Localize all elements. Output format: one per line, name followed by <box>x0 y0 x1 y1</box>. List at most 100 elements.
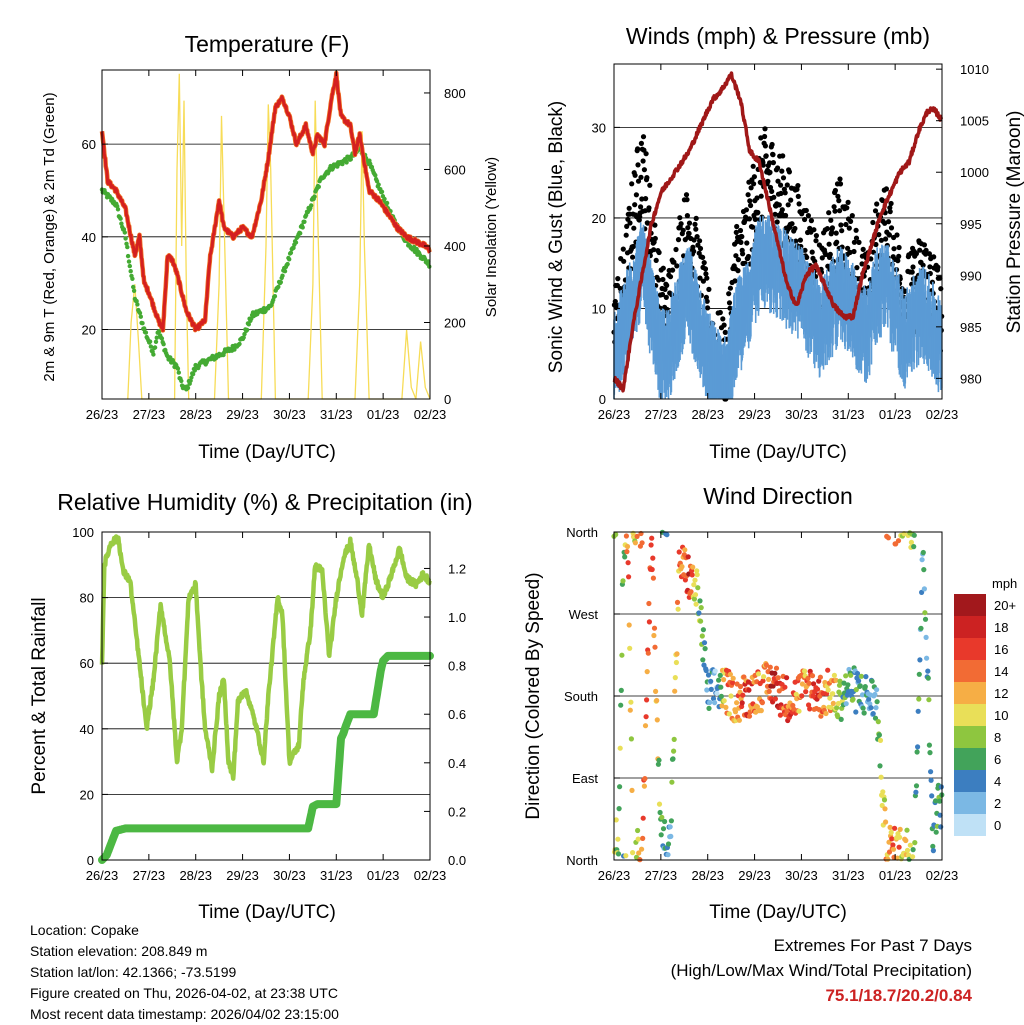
wind-direction-point <box>843 673 849 679</box>
wind-direction-point <box>648 542 654 548</box>
dewpoint-point <box>176 370 181 375</box>
gust-point <box>804 254 810 260</box>
gust-point <box>824 226 831 232</box>
legend-swatch <box>954 660 986 682</box>
legend-label: 6 <box>994 752 1001 767</box>
wind-direction-point <box>728 693 734 699</box>
legend-title: mph <box>992 576 1017 591</box>
legend-label: 12 <box>994 686 1008 701</box>
gust-point <box>685 225 691 231</box>
wind-direction-point <box>655 761 662 767</box>
wind-direction-point <box>890 842 896 848</box>
wind-direction-point <box>682 547 688 553</box>
gust-point <box>735 257 742 263</box>
wind-direction-point <box>689 572 695 578</box>
wind-direction-point <box>825 667 831 673</box>
wind-direction-point <box>718 684 724 690</box>
gust-point <box>705 305 711 311</box>
gust-point <box>886 232 893 238</box>
temperature-x-axis-label: Time (Day/UTC) <box>198 442 336 463</box>
gust-point <box>843 221 849 228</box>
wind-direction-point <box>730 675 736 682</box>
gust-point <box>872 208 879 214</box>
gust-point <box>752 216 758 222</box>
dewpoint-point <box>161 342 166 347</box>
gust-point <box>647 182 653 188</box>
gust-point <box>630 243 637 250</box>
gust-point <box>684 197 690 203</box>
legend-swatch <box>954 770 986 792</box>
wind-direction-point <box>732 709 739 715</box>
gust-point <box>770 160 777 166</box>
dewpoint-point <box>130 276 135 281</box>
wind-direction-point <box>674 651 680 657</box>
wind-direction-point <box>892 825 898 831</box>
wind-direction-point <box>861 710 867 716</box>
legend-label: 4 <box>994 774 1001 789</box>
gust-point <box>895 258 901 264</box>
wind-direction-point <box>692 592 699 598</box>
dewpoint-point <box>344 160 349 165</box>
dewpoint-point <box>312 194 317 199</box>
wind-direction-point <box>906 852 912 858</box>
wind-direction-point <box>640 835 646 842</box>
wind-direction-point <box>927 750 933 756</box>
gust-point <box>860 246 866 252</box>
gust-point <box>726 291 732 297</box>
wind-direction-point <box>691 596 698 602</box>
wind-direction-point <box>828 704 834 711</box>
gust-point <box>740 251 746 257</box>
x-tick-label: 29/23 <box>738 868 771 883</box>
legend-swatch <box>954 638 986 660</box>
gust-point <box>638 140 645 146</box>
wind-direction-point <box>737 683 744 690</box>
wind-direction-left-axis-label: Direction (Colored By Speed) <box>523 572 544 819</box>
legend-swatch <box>954 616 986 638</box>
gust-point <box>937 275 943 281</box>
x-tick-label: 26/23 <box>86 407 119 422</box>
wind-direction-point <box>706 705 712 712</box>
wind-direction-point <box>649 566 655 573</box>
gust-point <box>667 274 674 280</box>
wind-direction-point <box>816 678 822 684</box>
wind-direction-point <box>926 697 932 703</box>
wind-direction-point <box>719 703 725 709</box>
wind-direction-point <box>910 847 916 853</box>
gust-point <box>809 249 815 255</box>
wind-direction-point <box>627 707 633 713</box>
wind-direction-point <box>657 809 663 816</box>
station-info: Location: Copake Station elevation: 208.… <box>30 920 339 1025</box>
wind-direction-point <box>919 557 925 563</box>
figure-created: Figure created on Thu, 2026-04-02, at 23… <box>30 985 338 1001</box>
gust-point <box>700 254 706 260</box>
temperature-title: Temperature (F) <box>185 31 350 57</box>
gust-point <box>683 192 690 198</box>
wind-direction-point <box>698 605 704 611</box>
wind-direction-point <box>915 708 921 714</box>
wind-direction-point <box>694 572 700 578</box>
wind-direction-point <box>933 798 939 804</box>
wind-direction-point <box>870 711 876 717</box>
wind-direction-point <box>695 585 701 591</box>
winds-plot-frame <box>613 63 943 400</box>
wind-direction-point <box>924 655 930 661</box>
wind-direction-point <box>673 659 680 666</box>
y-tick-label: East <box>572 771 598 786</box>
gust-point <box>802 216 808 223</box>
wind-direction-point <box>930 843 936 850</box>
wind-direction-point <box>897 834 903 840</box>
dewpoint-point <box>293 240 299 245</box>
gust-point <box>887 205 893 211</box>
temperature-right-axis-label: Solar Insolation (Yellow) <box>483 157 500 317</box>
gust-point <box>883 236 889 242</box>
humidity-plot-frame <box>101 531 431 861</box>
wind-direction-point <box>619 652 625 658</box>
dewpoint-point <box>123 236 128 241</box>
gust-point <box>788 197 794 203</box>
wind-direction-point <box>617 784 623 790</box>
wind-direction-point <box>704 687 710 693</box>
wind-direction-point <box>885 856 891 862</box>
gust-point <box>686 220 693 226</box>
wind-direction-point <box>917 657 923 663</box>
wind-direction-point <box>718 693 725 699</box>
